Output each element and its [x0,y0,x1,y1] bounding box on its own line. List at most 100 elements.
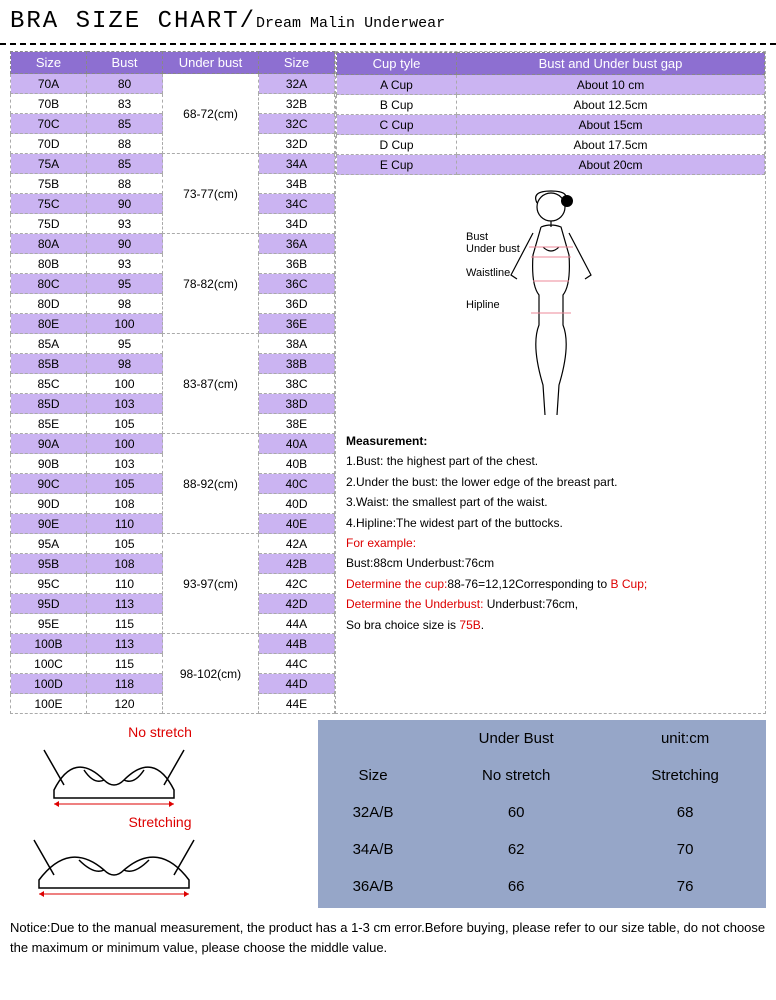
meas-heading: Measurement: [346,434,427,448]
table-cell: 40D [259,494,335,514]
table-cell: 90A [11,434,87,454]
underbust-cell: 98-102(cm) [163,634,259,714]
table-cell: 80D [11,294,87,314]
bra-no-stretch-icon [14,740,214,810]
table-cell: 98 [87,294,163,314]
table-cell: 85D [11,394,87,414]
table-cell: 34D [259,214,335,234]
cup-table: Cup tyleBust and Under bust gapA CupAbou… [336,52,765,175]
stretching-label: Stretching [14,814,306,830]
table-cell: 113 [87,634,163,654]
size-table: SizeBustUnder bustSize70A8068-72(cm)32A7… [10,51,335,714]
table-cell: 103 [87,394,163,414]
table-cell: 113 [87,594,163,614]
underbust-cell: 73-77(cm) [163,154,259,234]
table-cell: 36C [259,274,335,294]
header-size: Size [11,52,87,74]
table-cell: 42C [259,574,335,594]
table-cell: 105 [87,534,163,554]
table-cell: 44C [259,654,335,674]
table-cell: 34A [259,154,335,174]
table-cell: 83 [87,94,163,114]
table-cell: 42D [259,594,335,614]
table-cell: 70D [11,134,87,154]
table-cell: 80A [11,234,87,254]
table-cell: 66 [428,868,604,905]
underbust-cell: 83-87(cm) [163,334,259,434]
table-cell: 36A/B [318,868,428,905]
right-panel: Cup tyleBust and Under bust gapA CupAbou… [335,51,766,714]
table-cell: 110 [87,514,163,534]
label-hip: Hipline [466,299,500,311]
table-cell: 68 [604,794,766,831]
stretch-h-unit: unit:cm [604,720,766,757]
table-cell: 105 [87,414,163,434]
table-cell: 60 [428,794,604,831]
table-cell: 32B [259,94,335,114]
table-cell: 70A [11,74,87,94]
table-cell: 95 [87,334,163,354]
table-cell: 75C [11,194,87,214]
table-cell: 80B [11,254,87,274]
table-cell: 36A [259,234,335,254]
table-cell: 44E [259,694,335,714]
left-tables: SizeBustUnder bustSize70A8068-72(cm)32A7… [10,51,335,714]
table-cell: 95 [87,274,163,294]
table-cell: 80 [87,74,163,94]
table-cell: 100C [11,654,87,674]
table-cell: 40A [259,434,335,454]
table-cell: 36D [259,294,335,314]
table-cell: 95C [11,574,87,594]
table-cell: 100 [87,374,163,394]
table-cell: 115 [87,654,163,674]
table-cell: 32A [259,74,335,94]
table-cell: 98 [87,354,163,374]
table-cell: 115 [87,614,163,634]
table-cell: 38C [259,374,335,394]
table-cell: 70 [604,831,766,868]
bra-stretching-icon [14,830,214,900]
table-cell: 85E [11,414,87,434]
table-cell: 93 [87,214,163,234]
table-cell: 80E [11,314,87,334]
table-cell: 85A [11,334,87,354]
header-size2: Size [259,52,335,74]
table-cell: 85C [11,374,87,394]
table-cell: 85 [87,154,163,174]
meas-ex: For example: [346,533,755,553]
table-cell: 108 [87,554,163,574]
table-cell: 38D [259,394,335,414]
table-cell: 75B [11,174,87,194]
table-cell: 36E [259,314,335,334]
table-cell: D Cup [337,135,457,155]
body-diagram: Bust Under bust Waistline Hipline [336,175,765,425]
meas-l2: 2.Under the bust: the lower edge of the … [346,472,755,492]
table-cell: 42A [259,534,335,554]
header-underbust: Under bust [163,52,259,74]
bottom-row: No stretch Stretching [0,714,776,912]
table-cell: 40B [259,454,335,474]
meas-ex3a: Determine the Underbust: [346,597,483,611]
table-cell: 32C [259,114,335,134]
table-cell: 34B [259,174,335,194]
table-cell: 88 [87,174,163,194]
table-cell: 90D [11,494,87,514]
table-cell: 100 [87,434,163,454]
table-cell: 100E [11,694,87,714]
table-cell: 90 [87,234,163,254]
no-stretch-label: No stretch [14,724,306,740]
table-cell: About 20cm [457,155,765,175]
table-cell: 75A [11,154,87,174]
table-cell: 38E [259,414,335,434]
table-cell: 93 [87,254,163,274]
table-cell: 42B [259,554,335,574]
meas-l3: 3.Waist: the smallest part of the waist. [346,492,755,512]
table-cell: 85 [87,114,163,134]
meas-ex1: Bust:88cm Underbust:76cm [346,553,755,573]
table-cell: 44D [259,674,335,694]
table-cell: E Cup [337,155,457,175]
underbust-cell: 78-82(cm) [163,234,259,334]
table-cell: 36B [259,254,335,274]
table-cell: 95A [11,534,87,554]
table-cell: 110 [87,574,163,594]
